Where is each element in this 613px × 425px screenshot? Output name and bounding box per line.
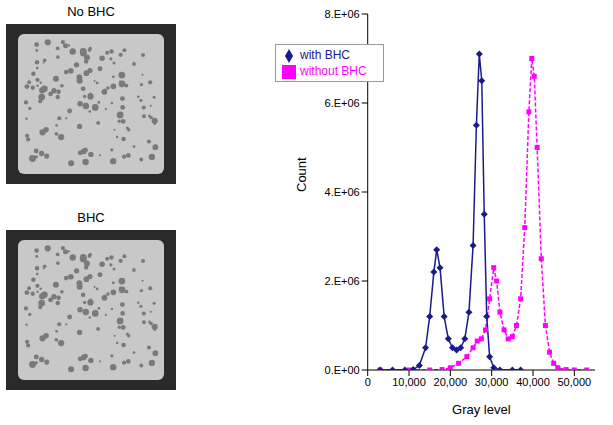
html-text:without BHC: without BHC	[300, 64, 367, 78]
svg-text:8.E+06: 8.E+06	[325, 8, 360, 20]
svg-text:4.E+06: 4.E+06	[325, 186, 360, 198]
svg-text:Count: Count	[294, 157, 309, 192]
svg-text:0: 0	[365, 376, 371, 388]
svg-text:0.E+00: 0.E+00	[325, 364, 360, 376]
svg-text:20,000: 20,000	[434, 376, 468, 388]
svg-text:10,000: 10,000	[392, 376, 426, 388]
svg-text:Gray level: Gray level	[452, 402, 511, 417]
svg-text:50,000: 50,000	[558, 376, 592, 388]
svg-text:40,000: 40,000	[516, 376, 550, 388]
html-text:No BHC: No BHC	[67, 4, 115, 19]
svg-text:6.E+06: 6.E+06	[325, 97, 360, 109]
html-text:with BHC: with BHC	[300, 48, 350, 62]
svg-text:30,000: 30,000	[475, 376, 509, 388]
html-text:BHC: BHC	[77, 210, 105, 225]
svg-text:2.E+06: 2.E+06	[325, 275, 360, 287]
